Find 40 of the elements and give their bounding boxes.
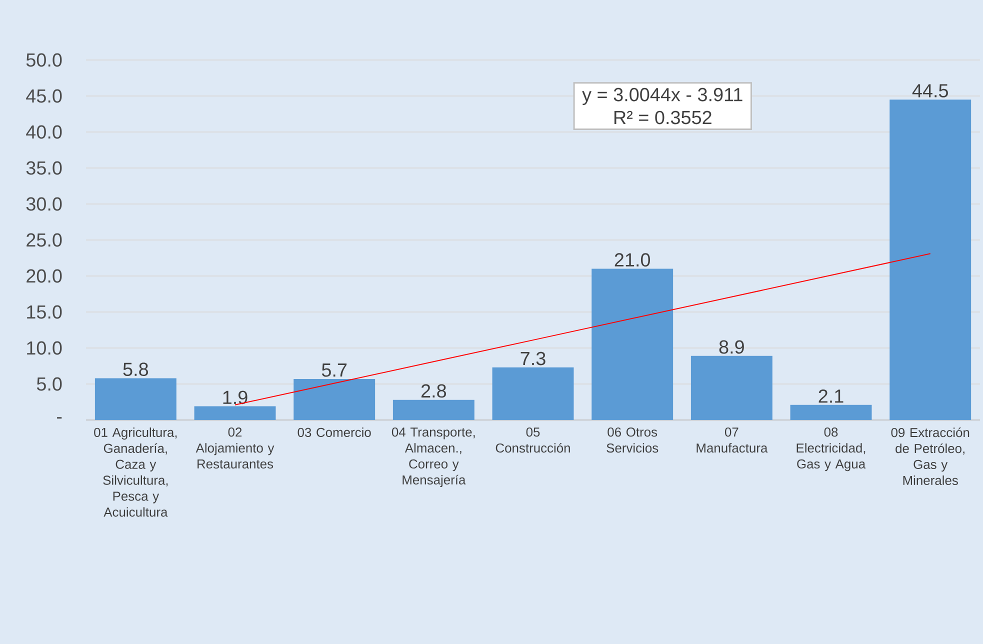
data-label: 1.9 (223, 390, 248, 404)
bar (592, 268, 674, 420)
x-tick-label: 06 Otros Servicios (606, 428, 658, 453)
y-tick-label: 25.0 (26, 233, 62, 247)
data-label: 44.5 (912, 84, 948, 98)
annotation: R² = 0.3552 (614, 110, 712, 124)
bar (690, 356, 772, 420)
data-label: 21.0 (614, 253, 650, 267)
y-tick-label: 50.0 (26, 53, 62, 67)
data-label: 8.9 (719, 340, 744, 354)
data-label: 7.3 (520, 352, 546, 366)
y-tick-label: 20.0 (26, 269, 62, 283)
x-tick-label: 09 Extracción de Petróleo, Gas y Minerales (891, 428, 970, 485)
y-tick-label: 40.0 (26, 125, 62, 139)
x-tick-label: 08 Electricidad, Gas y Agua (796, 428, 866, 472)
x-tick-label: 05 Construcción (496, 428, 570, 453)
x-tick-label: 03 Comercio (298, 428, 371, 438)
y-tick-label: 15.0 (27, 305, 62, 319)
data-label: 2.8 (421, 384, 446, 398)
bar (392, 400, 474, 420)
y-tick-label: 35.0 (26, 161, 62, 175)
y-tick-label: 30.0 (26, 197, 62, 211)
y-tick-label: - (57, 417, 62, 419)
data-label: 5.8 (123, 362, 148, 376)
y-tick-label: 5.0 (36, 377, 62, 391)
bar (194, 406, 276, 420)
x-tick-label: 04 Transporte, Almacen., Correo y Mensajería (392, 428, 475, 488)
y-tick-label: 10.0 (27, 341, 62, 355)
x-tick-label: 01 Agricultura, Ganadería, Caza y Silvicultura, Pesca y Acuicultura (94, 428, 177, 517)
bar (94, 378, 176, 420)
y-tick-label: 45.0 (26, 89, 62, 103)
x-tick-label: 02 Alojamiento y Restaurantes (196, 428, 274, 469)
data-label: 5.7 (322, 364, 347, 377)
bar (294, 378, 376, 420)
data-label: 2.1 (818, 389, 844, 403)
bar (790, 404, 872, 420)
bar (492, 367, 574, 420)
annotation: y = 3.0044x - 3.911 (582, 88, 742, 106)
bar (890, 100, 972, 420)
x-tick-label: 07 Manufactura (696, 428, 768, 453)
